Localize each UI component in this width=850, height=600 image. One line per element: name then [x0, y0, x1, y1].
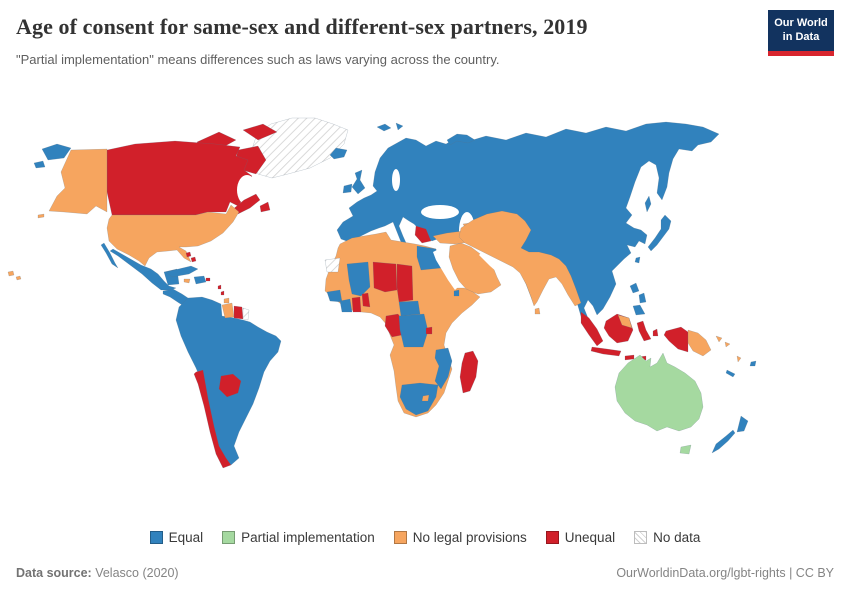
region-novaya-zemlya[interactable]: [446, 133, 476, 146]
region-papua-new-guinea[interactable]: [687, 329, 712, 357]
legend-item-unequal[interactable]: Unequal: [545, 530, 616, 545]
region-moluccas[interactable]: [652, 328, 659, 337]
region-sumatra[interactable]: [580, 311, 604, 347]
region-new-zealand-south[interactable]: [711, 429, 736, 454]
region-madagascar[interactable]: [459, 350, 479, 394]
region-sulawesi[interactable]: [636, 320, 652, 342]
region-guyana[interactable]: [221, 302, 235, 319]
chart-subtitle: "Partial implementation" means differenc…: [16, 52, 500, 67]
region-japan[interactable]: [647, 214, 672, 252]
region-new-caledonia[interactable]: [725, 369, 736, 378]
legend-label-unequal: Unequal: [564, 530, 616, 545]
region-ivory-coast[interactable]: [339, 298, 353, 313]
region-hispaniola[interactable]: [193, 275, 207, 285]
region-java[interactable]: [590, 346, 622, 357]
region-vanuatu[interactable]: [736, 355, 742, 363]
region-canada-maritimes[interactable]: [231, 193, 271, 215]
region-djibouti[interactable]: [453, 289, 460, 297]
legend-swatch-none: [393, 531, 407, 544]
region-united-states[interactable]: [106, 204, 240, 267]
region-jamaica[interactable]: [183, 278, 191, 284]
region-sri-lanka[interactable]: [534, 307, 541, 315]
legend-swatch-equal: [149, 531, 163, 544]
region-central-african-republic[interactable]: [398, 300, 421, 317]
region-lesotho[interactable]: [421, 394, 430, 402]
red-sea: [433, 250, 459, 290]
baltic-sea: [392, 169, 400, 191]
region-suriname[interactable]: [233, 305, 244, 320]
region-australia[interactable]: [614, 352, 704, 432]
region-taiwan[interactable]: [634, 256, 641, 264]
region-united-kingdom[interactable]: [351, 169, 366, 195]
data-source: Data source: Velasco (2020): [16, 566, 179, 580]
region-fiji[interactable]: [749, 360, 757, 367]
legend-item-nodata[interactable]: No data: [634, 530, 700, 545]
region-lesser-antilles[interactable]: [217, 284, 225, 296]
region-iceland[interactable]: [329, 147, 348, 160]
region-central-south-asia[interactable]: [458, 210, 582, 307]
region-russia-chukotka-wrap[interactable]: [33, 143, 72, 169]
region-brunei[interactable]: [617, 314, 633, 329]
legend-item-equal[interactable]: Equal: [149, 530, 204, 545]
legend-label-partial: Partial implementation: [241, 530, 375, 545]
region-chile[interactable]: [193, 369, 232, 469]
owid-logo-line1: Our World: [774, 17, 828, 30]
region-canada[interactable]: [106, 140, 257, 216]
owid-logo: Our World in Data: [768, 10, 834, 56]
region-chad[interactable]: [396, 263, 414, 303]
region-hawaii[interactable]: [7, 270, 22, 281]
region-sakhalin[interactable]: [644, 195, 652, 213]
legend-label-nodata: No data: [653, 530, 701, 545]
region-french-guiana[interactable]: [242, 307, 250, 321]
region-alaska[interactable]: [37, 148, 108, 219]
legend-item-partial[interactable]: Partial implementation: [222, 530, 375, 545]
region-rwanda-burundi[interactable]: [425, 326, 433, 335]
persian-gulf: [479, 252, 502, 273]
region-puerto-rico[interactable]: [205, 277, 211, 282]
region-paraguay[interactable]: [218, 373, 242, 398]
region-mexico[interactable]: [109, 248, 177, 291]
region-papua[interactable]: [663, 326, 689, 353]
legend-item-none[interactable]: No legal provisions: [393, 530, 527, 545]
chart-footer: Data source: Velasco (2020) OurWorldinDa…: [16, 566, 834, 580]
region-niger[interactable]: [372, 261, 398, 293]
black-sea: [421, 205, 459, 219]
chart-title: Age of consent for same-sex and differen…: [16, 14, 588, 39]
legend-label-none: No legal provisions: [412, 530, 527, 545]
world-choropleth-map: [0, 106, 850, 484]
region-tasmania[interactable]: [679, 444, 692, 455]
region-mexico-baja[interactable]: [100, 242, 119, 269]
region-bahamas[interactable]: [185, 251, 197, 263]
region-solomon-islands[interactable]: [715, 335, 731, 348]
legend-swatch-nodata: [634, 531, 648, 544]
region-ghana[interactable]: [351, 296, 362, 313]
region-benin-togo[interactable]: [361, 292, 371, 308]
region-mozambique-malawi[interactable]: [434, 347, 453, 390]
region-western-sahara[interactable]: [324, 257, 341, 273]
region-south-africa[interactable]: [399, 382, 439, 416]
region-philippines[interactable]: [629, 282, 647, 316]
legend-label-equal: Equal: [168, 530, 204, 545]
region-new-zealand-north[interactable]: [736, 415, 749, 433]
region-arabia[interactable]: [448, 242, 502, 295]
region-svalbard[interactable]: [376, 122, 404, 132]
data-source-value: Velasco (2020): [91, 566, 179, 580]
map-legend: Equal Partial implementation No legal pr…: [0, 530, 850, 545]
region-greece[interactable]: [414, 225, 432, 244]
legend-swatch-partial: [222, 531, 236, 544]
region-mali-burkina[interactable]: [346, 261, 371, 297]
region-dr-congo[interactable]: [398, 313, 429, 348]
owid-logo-line2: in Data: [782, 30, 820, 43]
region-guinea[interactable]: [326, 289, 343, 303]
region-cuba[interactable]: [165, 265, 199, 278]
data-source-label: Data source:: [16, 566, 92, 580]
owid-link[interactable]: OurWorldinData.org/lgbt-rights | CC BY: [616, 566, 834, 580]
legend-swatch-unequal: [545, 531, 559, 544]
region-ireland[interactable]: [342, 183, 353, 194]
region-trinidad[interactable]: [223, 297, 230, 304]
